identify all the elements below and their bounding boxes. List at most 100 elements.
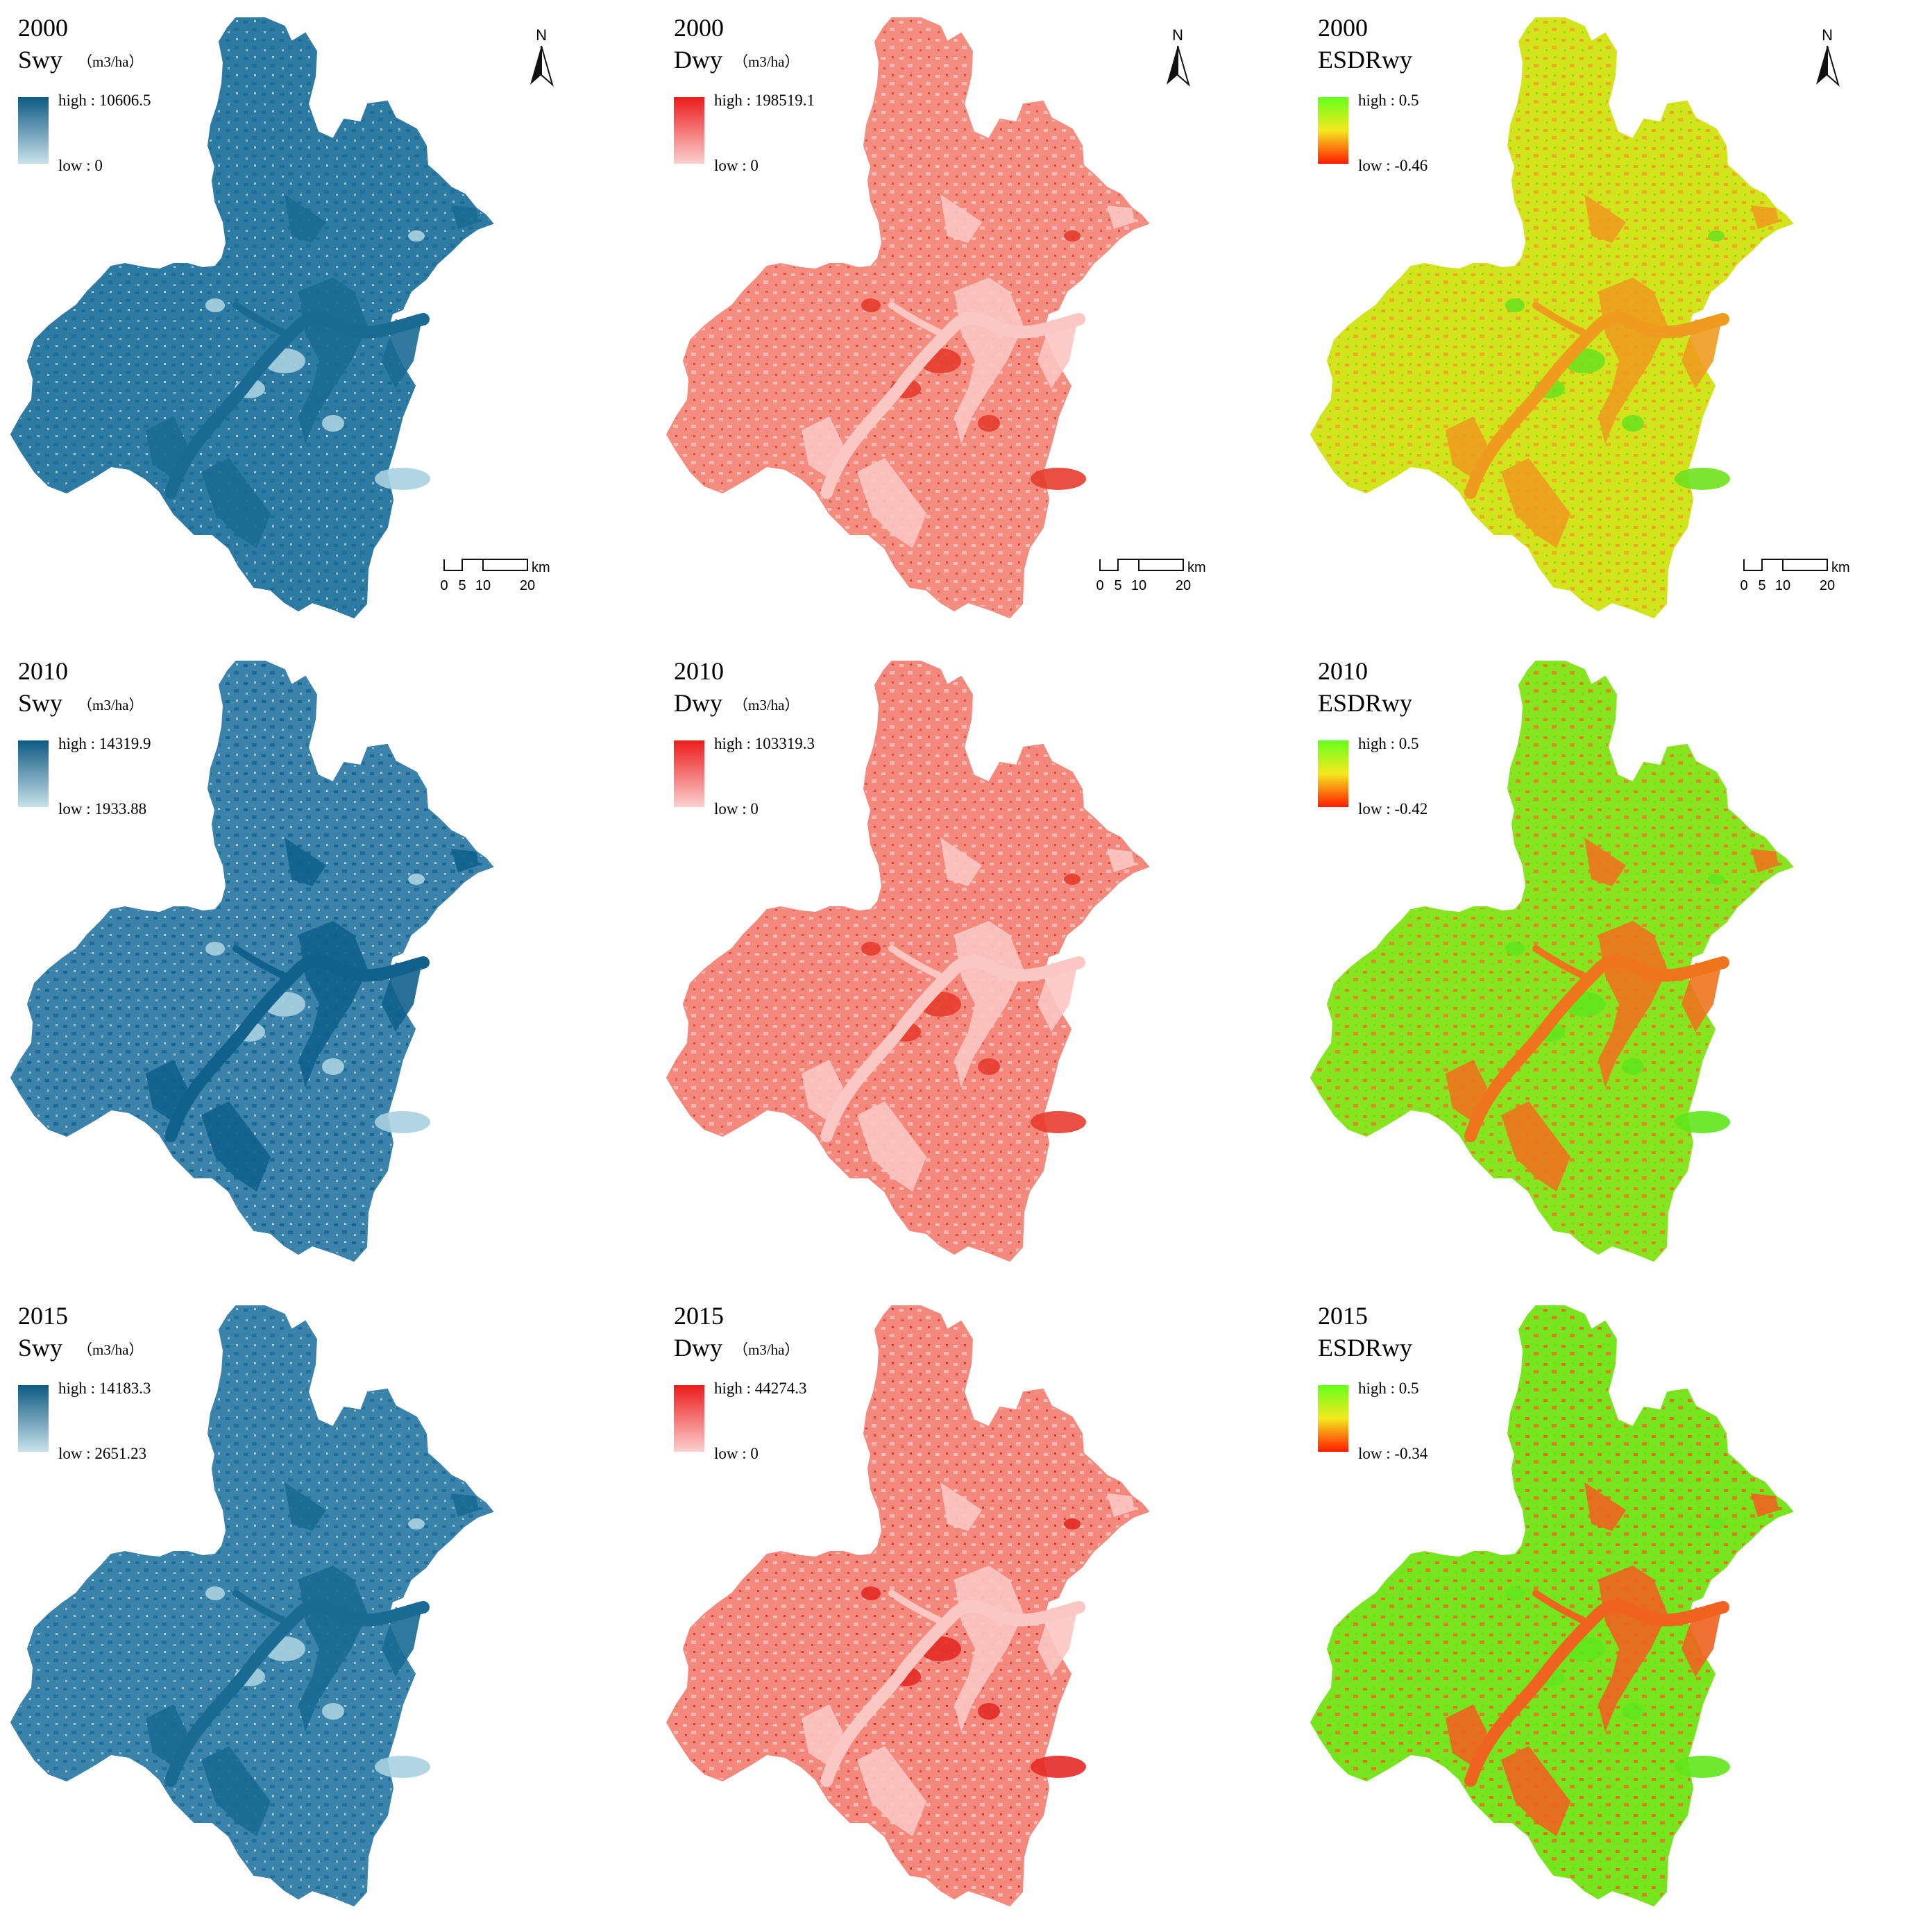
- river-han: [232, 1590, 288, 1625]
- hotspot-patch: [375, 1756, 430, 1778]
- scale-bar-tick: 0: [1096, 578, 1103, 593]
- wuhan-map: [666, 17, 1149, 618]
- scale-bar-tick: 20: [520, 578, 535, 593]
- scale-bar-tick: 0: [1740, 578, 1747, 593]
- low-value-patch: [1037, 963, 1076, 1032]
- north-label: N: [1172, 26, 1183, 44]
- panel-unit: （m3/ha）: [78, 1341, 144, 1358]
- panel-variable: Dwy: [674, 46, 722, 74]
- river-yangtze: [1464, 955, 1729, 1142]
- low-value-patch: [857, 1101, 926, 1192]
- legend-high-label: high : 14183.3: [58, 1380, 151, 1397]
- panel-variable: Swy: [18, 1334, 62, 1362]
- legend-low-label: low : -0.34: [1358, 1445, 1428, 1462]
- wuhan-map: [1310, 1305, 1793, 1906]
- river-yangtze: [820, 312, 1085, 499]
- panel-variable: Dwy: [674, 1334, 722, 1362]
- river-yangtze: [820, 955, 1085, 1142]
- low-value-patch: [1501, 1101, 1570, 1192]
- low-value-patch: [451, 849, 479, 872]
- legend-color-ramp: [1318, 740, 1348, 807]
- panel-year: 2010: [18, 657, 68, 685]
- low-value-patch: [382, 1607, 421, 1677]
- low-value-patch: [857, 1746, 926, 1836]
- hotspot-patch: [322, 1058, 344, 1075]
- legend-low-label: low : 0: [714, 1445, 759, 1462]
- low-value-patch: [1584, 1482, 1626, 1531]
- hotspot-patch: [205, 942, 225, 956]
- scale-bar-tick: 20: [1176, 578, 1191, 593]
- river-han: [888, 302, 944, 337]
- low-value-patch: [1501, 1746, 1570, 1836]
- panel-year: 2010: [1318, 657, 1368, 685]
- scale-bar-tick: 5: [458, 578, 466, 593]
- hotspot-patch: [408, 874, 425, 885]
- hotspot-patch: [861, 1586, 881, 1600]
- panel-unit: （m3/ha）: [78, 697, 144, 713]
- hotspot-patch: [1708, 874, 1725, 885]
- low-value-patch: [285, 1482, 326, 1531]
- wuhan-map: [10, 1305, 493, 1906]
- hotspot-patch: [1064, 1518, 1081, 1530]
- low-value-patch: [1107, 205, 1135, 229]
- map-panel-swy-2015: 2015 Swy （m3/ha） high : 14183.3 low : 2651.2…: [10, 1302, 493, 1906]
- hotspot-patch: [1675, 1111, 1730, 1133]
- scale-bar-unit: km: [1187, 560, 1206, 575]
- legend-low-label: low : 0: [714, 800, 759, 817]
- scale-bar-tick: 5: [1114, 578, 1121, 593]
- hotspot-patch: [861, 298, 881, 312]
- map-panel-dwy-2015: 2015 Dwy （m3/ha） high : 44274.3 low : 0: [666, 1302, 1149, 1906]
- wuhan-map: [10, 661, 493, 1262]
- river-yangtze: [164, 312, 430, 499]
- panel-year: 2010: [674, 657, 724, 685]
- legend-low-label: low : 0: [714, 157, 759, 174]
- legend-high-label: high : 0.5: [1358, 735, 1419, 752]
- river-han: [232, 945, 288, 980]
- hotspot-patch: [205, 1586, 225, 1600]
- low-value-patch: [1501, 458, 1570, 548]
- low-value-patch: [382, 319, 421, 389]
- low-value-patch: [382, 963, 421, 1032]
- low-value-patch: [1107, 1493, 1135, 1517]
- hotspot-patch: [1064, 874, 1081, 885]
- legend-high-label: high : 0.5: [1358, 92, 1419, 109]
- panel-variable: Swy: [18, 689, 62, 717]
- low-value-patch: [1107, 849, 1135, 872]
- hotspot-patch: [1622, 415, 1644, 432]
- panel-year: 2015: [18, 1302, 68, 1330]
- scale-bar-unit: km: [1831, 560, 1850, 575]
- legend-low-label: low : -0.46: [1358, 157, 1428, 174]
- north-arrow-icon: N: [1167, 26, 1190, 87]
- hotspot-patch: [1622, 1703, 1644, 1720]
- low-value-patch: [940, 194, 982, 243]
- legend-color-ramp: [18, 1385, 49, 1452]
- hotspot-patch: [322, 415, 344, 432]
- panel-year: 2015: [1318, 1302, 1368, 1330]
- map-panel-swy-2000: 2000 Swy （m3/ha） high : 10606.5 low : 0 N 0 5 10…: [10, 14, 554, 618]
- scale-bar-tick: 0: [440, 578, 448, 593]
- legend-high-label: high : 14319.9: [58, 735, 151, 752]
- low-value-patch: [1037, 1607, 1076, 1677]
- map-panel-esdrwy-2000: 2000 ESDRwy high : 0.5 low : -0.46 N 0 5 10 20 km: [1310, 14, 1850, 618]
- legend-color-ramp: [1318, 1385, 1348, 1452]
- low-value-patch: [451, 205, 479, 229]
- north-arrow-icon: N: [1816, 26, 1840, 87]
- panel-unit: （m3/ha）: [734, 1341, 799, 1358]
- panel-unit: （m3/ha）: [78, 53, 144, 70]
- low-value-patch: [1584, 838, 1626, 886]
- legend-high-label: high : 103319.3: [714, 735, 815, 752]
- legend-high-label: high : 10606.5: [58, 92, 151, 109]
- hotspot-patch: [408, 1518, 425, 1530]
- panel-variable: ESDRwy: [1318, 689, 1412, 717]
- low-value-patch: [940, 838, 982, 886]
- panel-year: 2000: [674, 14, 724, 42]
- river-han: [1532, 1590, 1588, 1625]
- low-value-patch: [201, 1746, 271, 1836]
- wuhan-map: [1310, 661, 1793, 1262]
- scale-bar-tick: 10: [1131, 578, 1146, 593]
- river-yangtze: [164, 1600, 430, 1787]
- map-panel-esdrwy-2015: 2015 ESDRwy high : 0.5 low : -0.34: [1310, 1302, 1793, 1906]
- hotspot-patch: [1031, 468, 1086, 490]
- river-han: [888, 1590, 944, 1625]
